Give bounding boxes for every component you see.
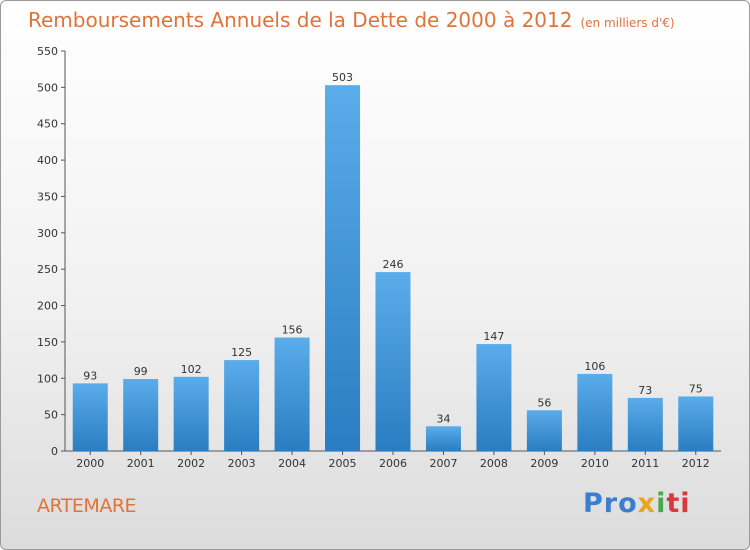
bar — [425, 426, 461, 451]
x-tick-label: 2004 — [278, 457, 306, 470]
x-tick-label: 2012 — [682, 457, 710, 470]
bar-value-label: 34 — [436, 412, 450, 425]
bar — [577, 373, 613, 451]
logo-part-3: i — [656, 488, 667, 519]
bar — [375, 272, 411, 451]
proxiti-logo: Proxiti — [583, 488, 691, 519]
title-text: Remboursements Annuels de la Dette de 20… — [28, 8, 573, 32]
x-tick-label: 2010 — [581, 457, 609, 470]
bar-value-label: 246 — [383, 258, 404, 271]
y-tick-label: 250 — [37, 263, 58, 276]
bar — [325, 85, 361, 451]
x-tick-label: 2000 — [76, 457, 104, 470]
bar — [72, 383, 108, 451]
logo-part-1: Pro — [583, 488, 638, 519]
logo-part-2: x — [637, 488, 657, 519]
logo-part-4: ti — [666, 488, 691, 519]
x-tick-label: 2003 — [228, 457, 256, 470]
bar-value-label: 93 — [83, 369, 97, 382]
y-tick-label: 450 — [37, 118, 58, 131]
bar — [678, 396, 714, 451]
bar-value-label: 73 — [638, 384, 652, 397]
y-tick-label: 50 — [44, 409, 58, 422]
bar — [123, 379, 159, 451]
bar-value-label: 125 — [231, 346, 252, 359]
bar-value-label: 156 — [282, 324, 303, 337]
chart-title: Remboursements Annuels de la Dette de 20… — [28, 8, 675, 32]
x-tick-label: 2002 — [177, 457, 205, 470]
x-tick-label: 2008 — [480, 457, 508, 470]
bar — [274, 337, 310, 451]
y-tick-label: 350 — [37, 190, 58, 203]
bar-value-label: 147 — [483, 330, 504, 343]
y-tick-label: 100 — [37, 372, 58, 385]
y-tick-label: 0 — [51, 445, 58, 458]
x-tick-label: 2005 — [329, 457, 357, 470]
bar — [627, 397, 663, 451]
y-tick-label: 200 — [37, 300, 58, 313]
bar — [173, 376, 209, 451]
y-tick-label: 400 — [37, 154, 58, 167]
x-tick-label: 2009 — [530, 457, 558, 470]
x-tick-label: 2006 — [379, 457, 407, 470]
y-tick-label: 500 — [37, 81, 58, 94]
bar-value-label: 99 — [134, 365, 148, 378]
bar-value-label: 75 — [689, 382, 703, 395]
bar — [526, 410, 562, 451]
bar — [224, 360, 260, 451]
y-tick-label: 300 — [37, 227, 58, 240]
y-tick-label: 550 — [37, 45, 58, 58]
bar-value-label: 106 — [584, 360, 605, 373]
x-tick-label: 2001 — [127, 457, 155, 470]
bar-value-label: 102 — [181, 363, 202, 376]
unit-note: (en milliers d'€) — [580, 16, 675, 30]
y-tick-label: 150 — [37, 336, 58, 349]
bar — [476, 344, 512, 451]
x-tick-label: 2007 — [429, 457, 457, 470]
bar-value-label: 56 — [537, 396, 551, 409]
town-name: ARTEMARE — [37, 495, 137, 517]
bar-value-label: 503 — [332, 71, 353, 84]
x-tick-label: 2011 — [631, 457, 659, 470]
